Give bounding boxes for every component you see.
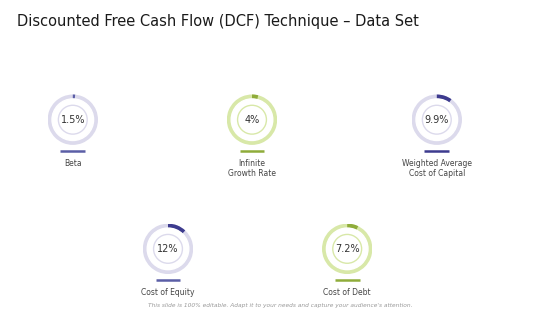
Text: Cost of Equity: Cost of Equity xyxy=(141,288,195,297)
Wedge shape xyxy=(252,94,258,100)
Text: 7.2%: 7.2% xyxy=(335,244,360,254)
Wedge shape xyxy=(58,105,88,135)
Wedge shape xyxy=(332,234,362,264)
Wedge shape xyxy=(153,234,183,264)
Text: 4%: 4% xyxy=(244,115,260,125)
Text: Beta: Beta xyxy=(64,159,82,168)
Circle shape xyxy=(326,228,368,270)
Wedge shape xyxy=(48,94,98,145)
Text: Cost of Debt: Cost of Debt xyxy=(323,288,371,297)
Wedge shape xyxy=(73,94,75,99)
Wedge shape xyxy=(437,94,451,103)
Text: This slide is 100% editable. Adapt it to your needs and capture your audience's : This slide is 100% editable. Adapt it to… xyxy=(148,303,412,308)
Wedge shape xyxy=(412,94,462,145)
Circle shape xyxy=(231,99,273,140)
Circle shape xyxy=(416,99,458,140)
Wedge shape xyxy=(347,224,358,230)
Text: 12%: 12% xyxy=(157,244,179,254)
Text: 1.5%: 1.5% xyxy=(60,115,85,125)
Wedge shape xyxy=(143,224,193,274)
Circle shape xyxy=(147,228,189,270)
Text: 9.9%: 9.9% xyxy=(424,115,449,125)
Wedge shape xyxy=(237,105,267,135)
Wedge shape xyxy=(322,224,372,274)
Text: Discounted Free Cash Flow (DCF) Technique – Data Set: Discounted Free Cash Flow (DCF) Techniqu… xyxy=(17,14,419,29)
Wedge shape xyxy=(168,224,185,234)
Wedge shape xyxy=(227,94,277,145)
Wedge shape xyxy=(422,105,452,135)
Text: Infinite
Growth Rate: Infinite Growth Rate xyxy=(228,159,276,179)
Text: Weighted Average
Cost of Capital: Weighted Average Cost of Capital xyxy=(402,159,472,179)
Circle shape xyxy=(52,99,94,140)
